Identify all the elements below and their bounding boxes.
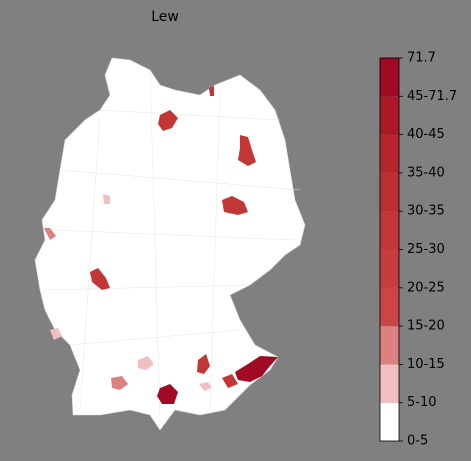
colorbar-segment [380, 58, 399, 97]
colorbar-label: 35-40 [407, 165, 445, 180]
region [222, 196, 248, 215]
country-outline [34, 57, 306, 431]
colorbar-segment [380, 402, 399, 441]
colorbar-label: 5-10 [407, 395, 437, 410]
colorbar-label: 30-35 [407, 204, 445, 219]
region [199, 382, 212, 391]
region [209, 86, 214, 96]
district-borders [44, 69, 301, 416]
region [238, 135, 256, 166]
colorbar-label: 25-30 [407, 242, 445, 257]
colorbar-segment [380, 96, 399, 135]
colorbar-label: 10-15 [407, 357, 445, 372]
map-title: Lew [151, 9, 179, 25]
region [197, 354, 210, 374]
colorbar-segment [380, 364, 399, 403]
region [50, 328, 62, 340]
colorbar-label: 45-71.7 [407, 89, 457, 104]
colorbar-segment [380, 172, 399, 212]
colorbar: 0-5 5-10 10-15 15-20 20-25 25-30 30-35 35-40 40-… [379, 51, 457, 449]
region [157, 384, 178, 404]
region [44, 228, 56, 240]
colorbar-label: 15-20 [407, 319, 445, 334]
colorbar-segment [380, 287, 399, 327]
region [138, 356, 154, 370]
colorbar-segment [380, 134, 399, 173]
colorbar-segment [380, 211, 399, 250]
colorbar-label: 0-5 [407, 434, 428, 449]
colorbar-segment [380, 326, 399, 365]
region [90, 268, 110, 290]
region [111, 376, 128, 390]
region [235, 356, 278, 382]
colorbar-label: 40-45 [407, 127, 445, 142]
germany-map [34, 57, 306, 431]
region [222, 374, 238, 388]
colorbar-label: 20-25 [407, 280, 445, 295]
colorbar-segment [380, 249, 399, 288]
region [158, 110, 178, 131]
region [103, 194, 110, 204]
colorbar-label: 71.7 [407, 51, 436, 66]
